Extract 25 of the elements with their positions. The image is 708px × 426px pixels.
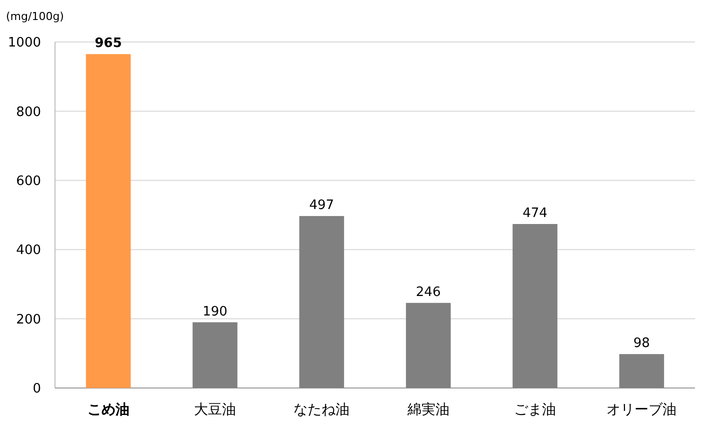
bar	[192, 322, 238, 388]
data-label: 98	[633, 336, 650, 352]
y-tick-label: 200	[16, 312, 41, 328]
x-tick-label: なたね油	[294, 402, 350, 418]
y-tick-label: 0	[32, 382, 41, 397]
x-tick-label: 綿実油	[406, 402, 450, 418]
y-axis-title: (mg/100g)	[6, 10, 64, 23]
y-tick-label: 400	[16, 243, 41, 258]
y-tick-label: 600	[16, 174, 41, 189]
x-tick-label: オリーブ油	[606, 402, 677, 418]
x-tick-label: こめ油	[87, 402, 130, 418]
y-tick-label: 800	[16, 104, 41, 120]
data-label: 965	[94, 36, 122, 52]
data-label: 497	[309, 198, 334, 214]
bar	[619, 354, 664, 388]
x-tick-label: ごま油	[514, 402, 556, 418]
bar	[86, 54, 131, 388]
x-tick-label: 大豆油	[194, 402, 236, 418]
bar	[299, 216, 344, 388]
y-tick-label: 1000	[8, 36, 41, 51]
bar	[406, 302, 451, 388]
data-label: 190	[202, 304, 228, 320]
bar	[512, 224, 558, 388]
data-label: 474	[522, 206, 548, 221]
data-label: 246	[416, 284, 441, 300]
